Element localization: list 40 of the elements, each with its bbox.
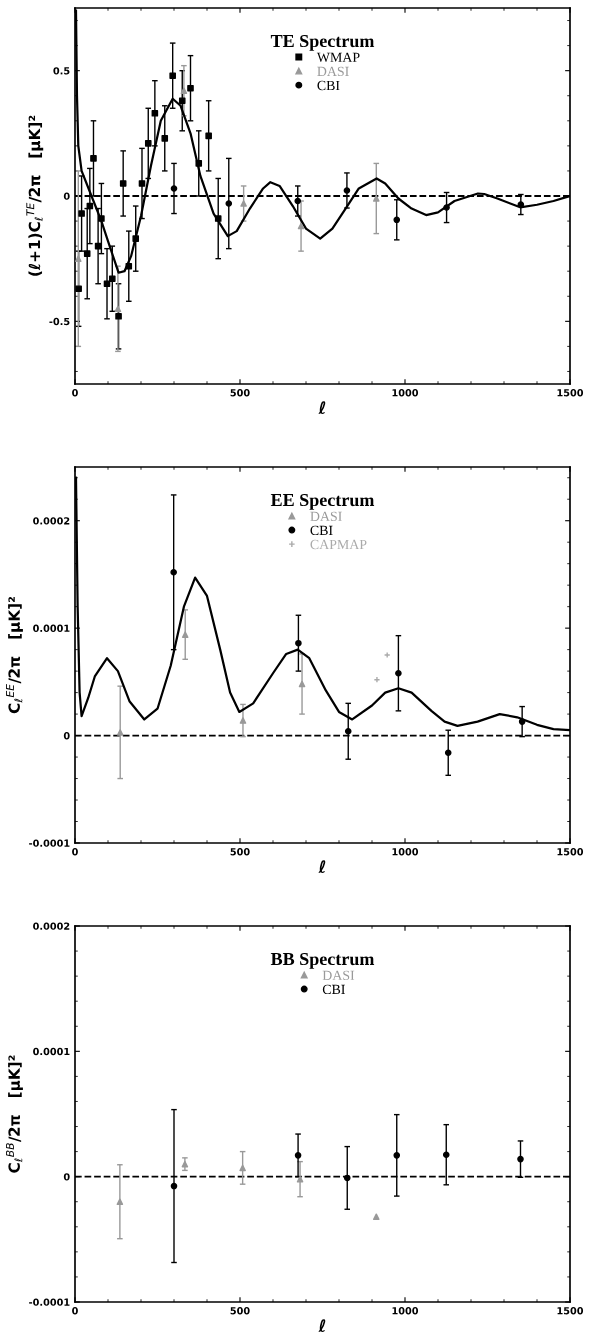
y-tick-label: 0.0002	[33, 922, 70, 930]
x-tick-label: 0	[72, 848, 78, 856]
legend-title: BB Spectrum	[270, 952, 375, 969]
x-axis-title: ℓ	[318, 860, 326, 873]
legend-label: CBI	[310, 525, 333, 536]
y-axis-title: C$_{ℓ}$$^{BB}$/2π [μK]²	[6, 1055, 23, 1173]
y-axis-title: (ℓ+1)C$_{ℓ}$$^{TE}$/2π [μK]²	[26, 115, 44, 276]
x-tick-label: 0	[72, 1307, 78, 1315]
y-tick-label: -0.0001	[29, 839, 70, 847]
y-tick-label: -0.0001	[29, 1298, 70, 1306]
y-tick-label: -0.5	[49, 317, 70, 326]
legend-title: EE Spectrum	[270, 493, 375, 510]
legend-title: TE Spectrum	[270, 34, 375, 51]
legend-label: WMAP	[316, 52, 360, 63]
y-tick-label: 0	[63, 192, 70, 200]
x-tick-label: 1000	[392, 1307, 419, 1315]
legend-label: CBI	[317, 80, 340, 91]
x-tick-label: 1000	[392, 389, 419, 397]
x-axis-title: ℓ	[318, 1319, 326, 1332]
y-tick-label: 0	[63, 1173, 70, 1181]
x-tick-label: 500	[230, 1307, 250, 1315]
x-tick-label: 1500	[557, 389, 584, 397]
y-tick-label: 0	[63, 732, 70, 740]
x-tick-label: 0	[72, 389, 78, 397]
legend-label: CAPMAP	[310, 539, 367, 550]
legend-label: DASI	[317, 66, 349, 77]
y-tick-label: 0.0002	[33, 517, 70, 525]
x-tick-label: 500	[230, 389, 250, 397]
x-tick-label: 500	[230, 848, 250, 856]
legend-label: DASI	[322, 970, 355, 981]
y-tick-label: 0.0001	[33, 624, 70, 632]
y-tick-label: 0.0001	[33, 1047, 70, 1056]
y-axis-title: C$_{ℓ}$$^{EE}$/2π [μK]²	[6, 597, 23, 714]
y-tick-label: 0.5	[53, 67, 70, 75]
x-tick-label: 1500	[557, 848, 584, 856]
legend-label: DASI	[310, 511, 342, 522]
x-tick-label: 1500	[557, 1307, 584, 1315]
x-axis-title: ℓ	[318, 401, 326, 414]
legend-label: CBI	[322, 984, 345, 995]
x-tick-label: 1000	[392, 848, 419, 856]
